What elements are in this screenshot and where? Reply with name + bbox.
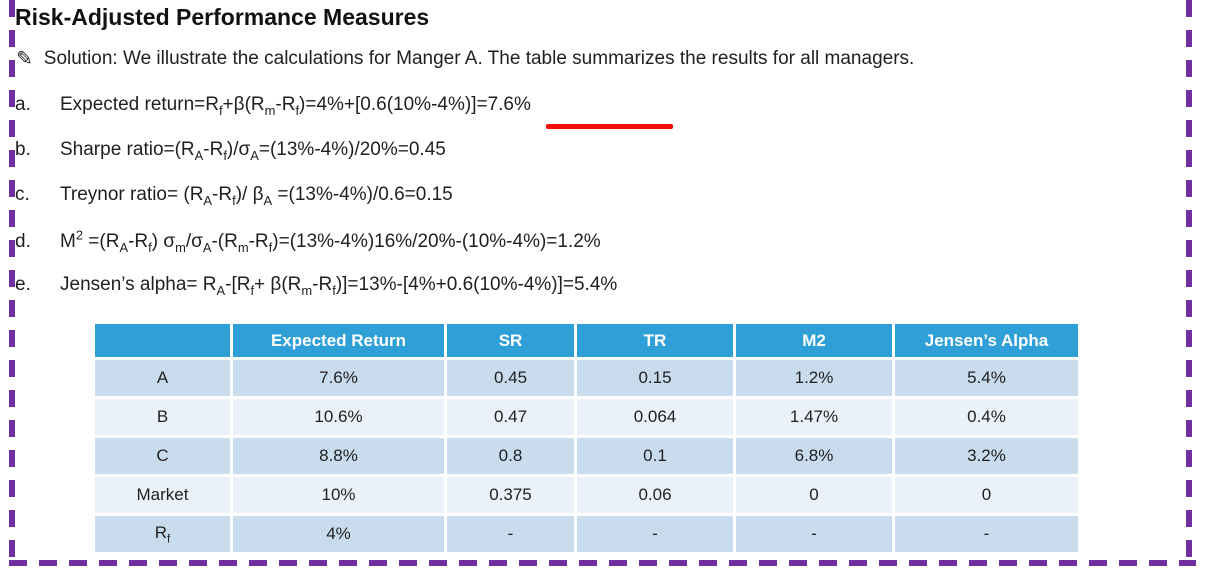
formula-sharpe-ratio: Sharpe ratio=(RA-Rf)/σA=(13%-4%)/20%=0.4… xyxy=(60,139,446,163)
table-cell: 3.2% xyxy=(895,438,1078,474)
table-cell: 0.15 xyxy=(577,360,733,396)
list-letter: c. xyxy=(15,184,30,205)
list-item-e: e. Jensen’s alpha= RA-[Rf+ β(Rm-Rf)]=13%-… xyxy=(15,273,617,299)
formula-treynor-ratio: Treynor ratio= (RA-Rf)/ βA =(13%-4%)/0.6… xyxy=(60,184,453,208)
pencil-icon: ✎ xyxy=(16,48,33,70)
table-cell: 0.4% xyxy=(895,399,1078,435)
table-header-row: Expected Return SR TR M2 Jensen’s Alpha xyxy=(95,324,1078,357)
table-cell: 1.2% xyxy=(736,360,892,396)
list-item-c: c. Treynor ratio= (RA-Rf)/ βA =(13%-4%)/0… xyxy=(15,183,453,209)
table-cell: 10% xyxy=(233,477,444,513)
formula-jensens-alpha: Jensen’s alpha= RA-[Rf+ β(Rm-Rf)]=13%-[4… xyxy=(60,274,618,298)
dashed-border-bottom xyxy=(9,560,1196,566)
column-header-m2: M2 xyxy=(736,324,892,357)
table-cell: 1.47% xyxy=(736,399,892,435)
solution-line: ✎ Solution: We illustrate the calculation… xyxy=(16,45,914,70)
table-cell: 0.06 xyxy=(577,477,733,513)
row-label: A xyxy=(95,360,230,396)
column-header-expected-return: Expected Return xyxy=(233,324,444,357)
table-cell: 6.8% xyxy=(736,438,892,474)
list-item-b: b. Sharpe ratio=(RA-Rf)/σA=(13%-4%)/20%=0… xyxy=(15,138,446,164)
list-item-a: a. Expected return=Rf+β(Rm-Rf)=4%+[0.6(10… xyxy=(15,93,531,119)
column-header-jensens-alpha: Jensen’s Alpha xyxy=(895,324,1078,357)
red-underline xyxy=(546,124,673,129)
row-label: B xyxy=(95,399,230,435)
table-cell: 0 xyxy=(895,477,1078,513)
table-cell: 4% xyxy=(233,516,444,552)
list-letter: d. xyxy=(15,231,31,253)
results-table: Expected Return SR TR M2 Jensen’s Alpha … xyxy=(92,321,1081,555)
table-row-b: B 10.6% 0.47 0.064 1.47% 0.4% xyxy=(95,399,1078,435)
table-cell: 5.4% xyxy=(895,360,1078,396)
table-row-market: Market 10% 0.375 0.06 0 0 xyxy=(95,477,1078,513)
table-cell: 0.1 xyxy=(577,438,733,474)
row-label: Market xyxy=(95,477,230,513)
column-header-blank xyxy=(95,324,230,357)
table-cell: 0.45 xyxy=(447,360,574,396)
table-cell: 0 xyxy=(736,477,892,513)
table-cell: 7.6% xyxy=(233,360,444,396)
table-cell: - xyxy=(895,516,1078,552)
table-cell: 0.8 xyxy=(447,438,574,474)
table-cell: - xyxy=(577,516,733,552)
table-cell: - xyxy=(736,516,892,552)
list-letter: e. xyxy=(15,274,31,295)
page-title: Risk-Adjusted Performance Measures xyxy=(15,4,430,30)
column-header-sr: SR xyxy=(447,324,574,357)
formula-m2: M2 =(RA-Rf) σm/σA-(Rm-Rf)=(13%-4%)16%/20… xyxy=(60,228,601,256)
dashed-border-right xyxy=(1186,0,1192,560)
table-cell: 8.8% xyxy=(233,438,444,474)
table-cell: - xyxy=(447,516,574,552)
row-label: C xyxy=(95,438,230,474)
table-cell: 0.375 xyxy=(447,477,574,513)
list-letter: b. xyxy=(15,139,31,160)
list-letter: a. xyxy=(15,94,31,115)
table-row-c: C 8.8% 0.8 0.1 6.8% 3.2% xyxy=(95,438,1078,474)
table-cell: 0.47 xyxy=(447,399,574,435)
table-row-rf: Rf 4% - - - - xyxy=(95,516,1078,552)
table-row-a: A 7.6% 0.45 0.15 1.2% 5.4% xyxy=(95,360,1078,396)
column-header-tr: TR xyxy=(577,324,733,357)
table-cell: 10.6% xyxy=(233,399,444,435)
formula-expected-return: Expected return=Rf+β(Rm-Rf)=4%+[0.6(10%-… xyxy=(60,94,531,118)
list-item-d: d. M2 =(RA-Rf) σm/σA-(Rm-Rf)=(13%-4%)16%/… xyxy=(15,228,601,256)
dashed-border-left xyxy=(9,0,15,566)
table-cell: 0.064 xyxy=(577,399,733,435)
row-label: Rf xyxy=(95,516,230,552)
solution-text: Solution: We illustrate the calculations… xyxy=(43,48,915,69)
